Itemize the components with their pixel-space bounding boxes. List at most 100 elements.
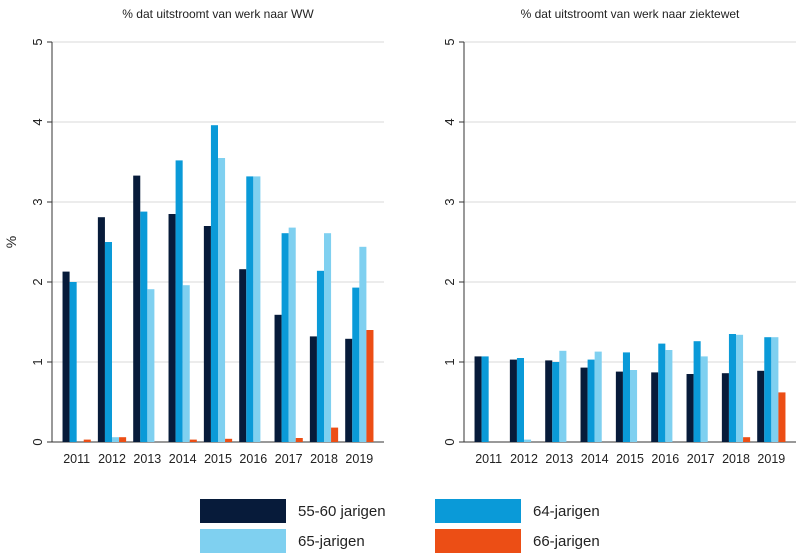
bar-2012-64-jarigen (104, 242, 112, 442)
legend-swatch-55-60 (200, 499, 286, 523)
bar-2017-55-60-jarigen (274, 314, 282, 442)
x-tick-label: 2017 (687, 452, 715, 466)
bar-2011-64-jarigen (69, 282, 77, 442)
legend-item-65: 65-jarigen (200, 528, 365, 554)
bar-2015-66-jarigen (225, 438, 233, 442)
y-tick-label: 3 (442, 198, 457, 205)
bar-2013-65-jarigen (147, 289, 155, 442)
bar-2016-55-60-jarigen (239, 269, 247, 442)
legend-item-66: 66-jarigen (435, 528, 600, 554)
x-tick-label: 2014 (169, 452, 197, 466)
bar-2012-55-60-jarigen (97, 217, 105, 442)
bar-2013-55-60-jarigen (133, 175, 141, 442)
bar-2013-64-jarigen (140, 211, 148, 442)
bar-2018-66-jarigen (743, 437, 751, 442)
legend-label-64: 64-jarigen (533, 502, 600, 520)
legend-item-64: 64-jarigen (435, 498, 600, 524)
x-tick-label: 2015 (204, 452, 232, 466)
y-tick-label: 1 (30, 358, 45, 365)
bar-2013-55-60-jarigen (545, 360, 553, 442)
legend: 55-60 jarigen 64-jarigen 65-jarigen 66-j… (0, 490, 802, 553)
y-tick-label: 5 (442, 38, 457, 45)
bar-2018-55-60-jarigen (309, 336, 317, 442)
legend-label-55-60: 55-60 jarigen (298, 502, 386, 520)
bar-2015-55-60-jarigen (615, 371, 623, 442)
bar-2017-64-jarigen (281, 233, 289, 442)
bar-2018-65-jarigen (324, 233, 332, 442)
bar-2015-64-jarigen (210, 125, 218, 442)
bar-2016-64-jarigen (658, 343, 666, 442)
bar-2016-65-jarigen (253, 176, 261, 442)
bar-2015-65-jarigen (218, 158, 226, 442)
x-tick-label: 2011 (475, 452, 502, 466)
legend-swatch-66 (435, 529, 521, 553)
bar-2012-55-60-jarigen (509, 359, 517, 442)
bar-2018-55-60-jarigen (721, 373, 729, 442)
y-tick-label: 0 (442, 438, 457, 445)
bar-2016-55-60-jarigen (651, 372, 659, 442)
bar-2011-55-60-jarigen (62, 271, 70, 442)
bar-2014-65-jarigen (182, 285, 190, 442)
chart-panel-ziektewet: % dat uitstroomt van werk naar ziektewet… (442, 7, 796, 466)
bar-2019-65-jarigen (359, 246, 367, 442)
bar-2011-66-jarigen (83, 439, 91, 442)
bar-2018-65-jarigen (736, 334, 744, 442)
bar-2012-64-jarigen (516, 358, 524, 442)
bar-2012-65-jarigen (524, 439, 532, 442)
x-tick-label: 2016 (239, 452, 267, 466)
x-tick-label: 2015 (616, 452, 644, 466)
legend-item-55-60: 55-60 jarigen (200, 498, 386, 524)
x-tick-label: 2016 (651, 452, 679, 466)
x-tick-label: 2019 (345, 452, 373, 466)
bar-2017-65-jarigen (288, 227, 296, 442)
x-tick-label: 2013 (545, 452, 573, 466)
charts-canvas: % dat uitstroomt van werk naar WW 0 1 2 3 4 5%… (3, 7, 796, 466)
y-tick-label: 3 (30, 198, 45, 205)
y-tick-label: 5 (30, 38, 45, 45)
x-tick-label: 2019 (757, 452, 785, 466)
x-tick-label: 2011 (63, 452, 90, 466)
bar-2017-55-60-jarigen (686, 374, 694, 442)
bar-2014-66-jarigen (189, 439, 197, 442)
y-tick-label: 4 (30, 118, 45, 125)
legend-label-66: 66-jarigen (533, 532, 600, 550)
x-tick-label: 2012 (98, 452, 126, 466)
bar-2019-55-60-jarigen (757, 370, 765, 442)
bar-2015-65-jarigen (630, 370, 638, 442)
bar-2014-55-60-jarigen (580, 367, 588, 442)
bar-2013-65-jarigen (559, 350, 567, 442)
bar-2017-64-jarigen (693, 341, 701, 442)
bar-2014-55-60-jarigen (168, 214, 176, 442)
bar-2014-64-jarigen (175, 160, 183, 442)
legend-swatch-64 (435, 499, 521, 523)
bar-2016-64-jarigen (246, 176, 254, 442)
y-tick-label: 2 (30, 278, 45, 285)
bar-2014-65-jarigen (594, 351, 602, 442)
bar-2018-66-jarigen (331, 427, 339, 442)
y-tick-label: 4 (442, 118, 457, 125)
bar-2018-64-jarigen (728, 334, 736, 442)
chart-title: % dat uitstroomt van werk naar WW (122, 7, 314, 21)
chart-title: % dat uitstroomt van werk naar ziektewet (521, 7, 740, 21)
y-tick-label: 0 (30, 438, 45, 445)
bar-2015-55-60-jarigen (203, 226, 211, 442)
bar-2017-66-jarigen (295, 438, 303, 442)
bar-2012-66-jarigen (119, 437, 127, 442)
bar-2013-64-jarigen (552, 362, 560, 442)
x-tick-label: 2013 (133, 452, 161, 466)
bar-2015-64-jarigen (622, 352, 630, 442)
bar-2019-64-jarigen (352, 287, 360, 442)
bar-2019-55-60-jarigen (345, 338, 353, 442)
bar-2016-65-jarigen (665, 350, 673, 442)
legend-swatch-65 (200, 529, 286, 553)
y-tick-label: 1 (442, 358, 457, 365)
x-tick-label: 2014 (581, 452, 609, 466)
bar-2012-65-jarigen (112, 437, 120, 442)
x-tick-label: 2012 (510, 452, 538, 466)
bar-2017-65-jarigen (700, 356, 708, 442)
bar-2019-65-jarigen (771, 337, 779, 442)
legend-label-65: 65-jarigen (298, 532, 365, 550)
bar-2011-55-60-jarigen (474, 356, 482, 442)
bar-2019-66-jarigen (778, 392, 786, 442)
